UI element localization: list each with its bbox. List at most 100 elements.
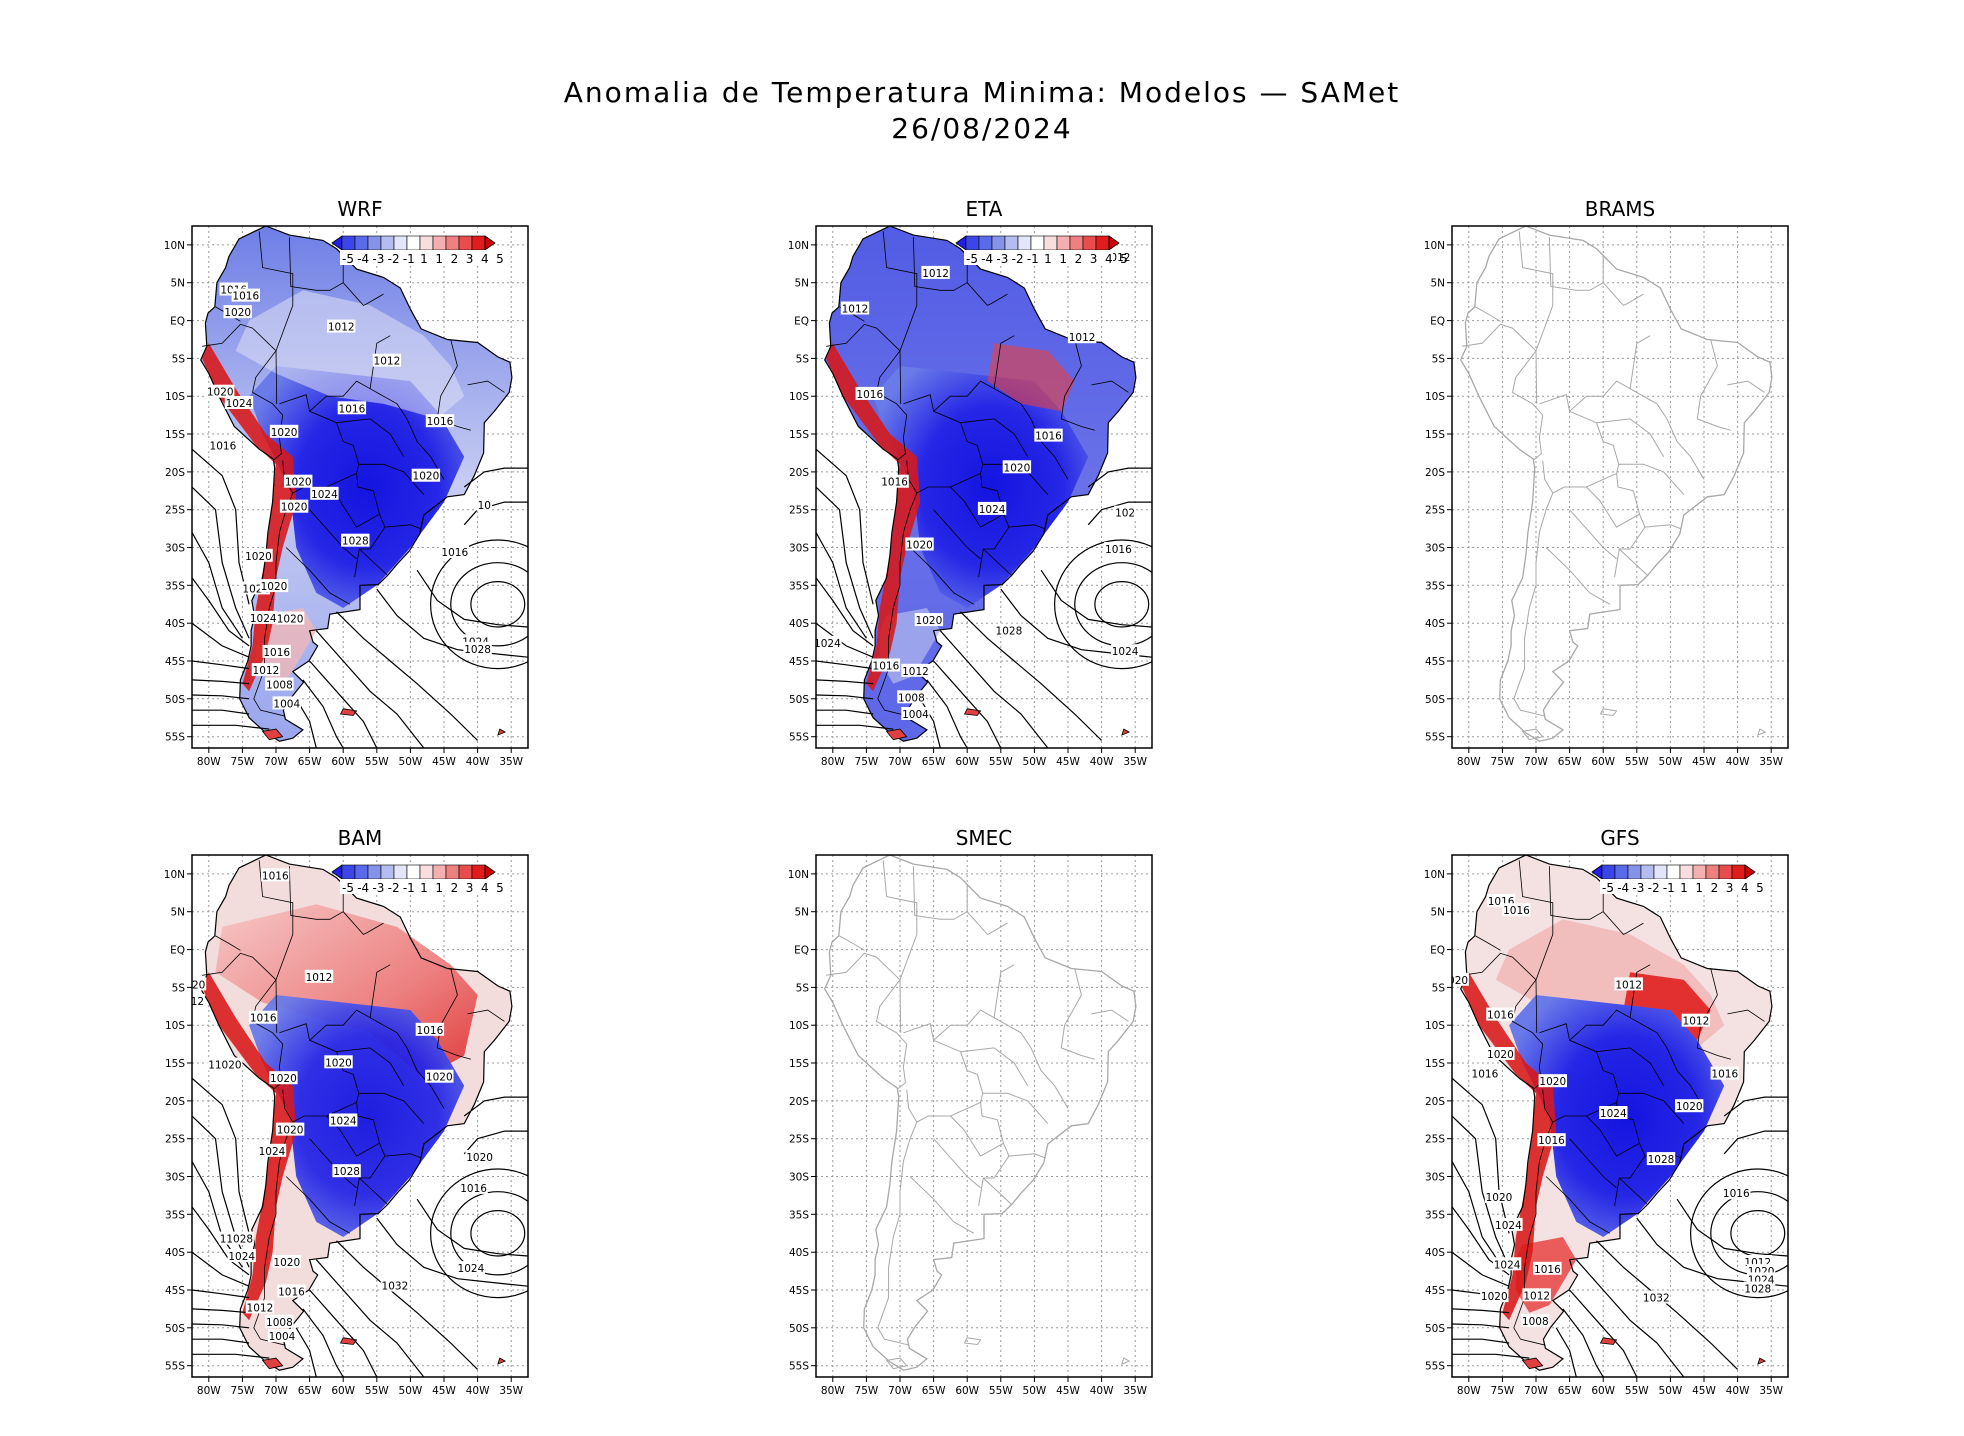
lon-tick-label: 65W: [298, 1385, 322, 1397]
lat-tick-label: 5S: [172, 353, 186, 365]
isobar-label: 1012: [1615, 979, 1642, 991]
isobar-label-bg: [218, 1231, 254, 1245]
isobar-line: [315, 1259, 425, 1377]
isobar-label-bg: [1492, 1257, 1522, 1271]
legend-label: 1: [1044, 252, 1052, 266]
country-border: [933, 1009, 1032, 1049]
isobar-label: 1012: [902, 666, 929, 678]
legend-swatch: [1679, 864, 1694, 880]
country-border: [1666, 1047, 1705, 1109]
country-border: [882, 231, 918, 404]
isobar-label-bg: [269, 424, 299, 438]
lat-tick-label: 30S: [1425, 1172, 1445, 1184]
country-border: [826, 323, 901, 352]
country-border: [358, 1092, 425, 1124]
country-border: [1539, 394, 1620, 494]
isobar-line: [376, 588, 528, 658]
map-frame: [815, 854, 1153, 1378]
isobar-label: 1016: [339, 403, 366, 415]
lon-tick-label: 35W: [499, 1385, 523, 1397]
isobar-line: [816, 577, 874, 647]
isobar-label: 1020: [1481, 1291, 1508, 1303]
legend-swatch: [1043, 235, 1058, 251]
isobar-label: 1016: [263, 647, 290, 659]
country-border: [933, 380, 1032, 420]
map-content: 1016 1016 1020 1012 1016 1012 1020 1016 1020 1016…: [1452, 855, 1788, 1377]
country-border: [1727, 380, 1765, 393]
isobar-label: 1016: [873, 661, 900, 673]
lat-tick-label: 10S: [789, 391, 809, 403]
map-frame: [191, 854, 529, 1378]
isobar-label: 1024: [250, 613, 277, 625]
lat-tick-label: EQ: [794, 316, 809, 328]
isobar-line: [336, 611, 479, 741]
isobar-label-bg: [1681, 1013, 1711, 1027]
isobar-label: 1016: [1711, 1069, 1738, 1081]
isobar-label: 1020: [270, 1073, 297, 1085]
lat-tick-label: 30S: [789, 543, 809, 555]
isobar-label-bg: [192, 977, 207, 991]
isobar-label-bg: [1067, 330, 1097, 344]
country-border: [1462, 323, 1537, 352]
isobar-label: 1016: [1472, 1069, 1499, 1081]
country-border: [285, 547, 351, 605]
isobar-label: 1020: [906, 540, 933, 552]
isobar-line: [192, 1251, 250, 1287]
legend-label: -4: [357, 252, 369, 266]
legend-label-bg: [340, 250, 489, 265]
lon-tick-label: 50W: [1659, 1385, 1683, 1397]
isobar-label: 1028: [1648, 1154, 1675, 1166]
isobar-label: 11028: [220, 1234, 253, 1246]
lat-tick-label: 40S: [789, 618, 809, 630]
lat-tick-label: 10S: [165, 391, 185, 403]
island: [1521, 728, 1544, 741]
isobar-line: [302, 1308, 344, 1377]
lat-tick-label: 5N: [170, 278, 185, 290]
lon-tick-label: 50W: [1023, 756, 1047, 768]
isobar-line: [192, 694, 250, 700]
island: [1599, 1337, 1618, 1345]
isobar-line: [192, 660, 250, 670]
isobar-line: [192, 1353, 270, 1359]
isobar-label-bg: [440, 545, 469, 559]
isobar-label: 1016: [1503, 905, 1530, 917]
isobar-line: [1723, 1130, 1788, 1155]
isobar-label-bg: [206, 384, 235, 398]
color-scale-legend: -5 -4 -3 -2 -1 1 1 2 3 4 5: [331, 235, 504, 266]
legend-label: -4: [357, 881, 369, 895]
country-border: [467, 380, 505, 393]
map-panel-wrf: WRF1016101610201012101210161016102010241…: [164, 197, 529, 768]
lat-tick-label: 15S: [165, 429, 185, 441]
country-border: [436, 968, 472, 1060]
lat-tick-label: 45S: [165, 1285, 185, 1297]
lon-tick-label: 40W: [1726, 756, 1750, 768]
country-border: [1091, 380, 1129, 393]
isobar-label-bg: [901, 663, 930, 677]
isobar-line: [376, 1217, 528, 1287]
color-scale-legend: -5 -4 -3 -2 -1 1 1 2 3 4 5: [331, 864, 504, 895]
legend-label: -5: [342, 252, 354, 266]
legend-swatch: [471, 235, 486, 251]
country-border: [384, 524, 421, 529]
map-content: [1459, 226, 1773, 742]
lat-tick-label: 35S: [789, 580, 809, 592]
isobar-line: [816, 622, 874, 658]
isobar-label: 1016: [278, 1287, 305, 1299]
panel-title: BRAMS: [1585, 197, 1655, 221]
isobar-label: 1016: [250, 1013, 277, 1025]
country-border: [1008, 524, 1045, 529]
legend-swatch: [445, 235, 460, 251]
country-border: [950, 1102, 1005, 1157]
island: [963, 1337, 982, 1346]
isobar-label: 1024: [1600, 1108, 1627, 1120]
isobar-label-bg: [245, 1300, 275, 1314]
country-border: [960, 418, 1029, 457]
lat-tick-label: 15S: [1425, 1058, 1445, 1070]
lat-tick-label: 10N: [788, 869, 809, 881]
isobar-label-bg: [914, 613, 944, 627]
country-border: [993, 964, 1015, 1018]
isobar-ring: [1094, 580, 1150, 628]
isobar-label-bg: [269, 1071, 298, 1085]
